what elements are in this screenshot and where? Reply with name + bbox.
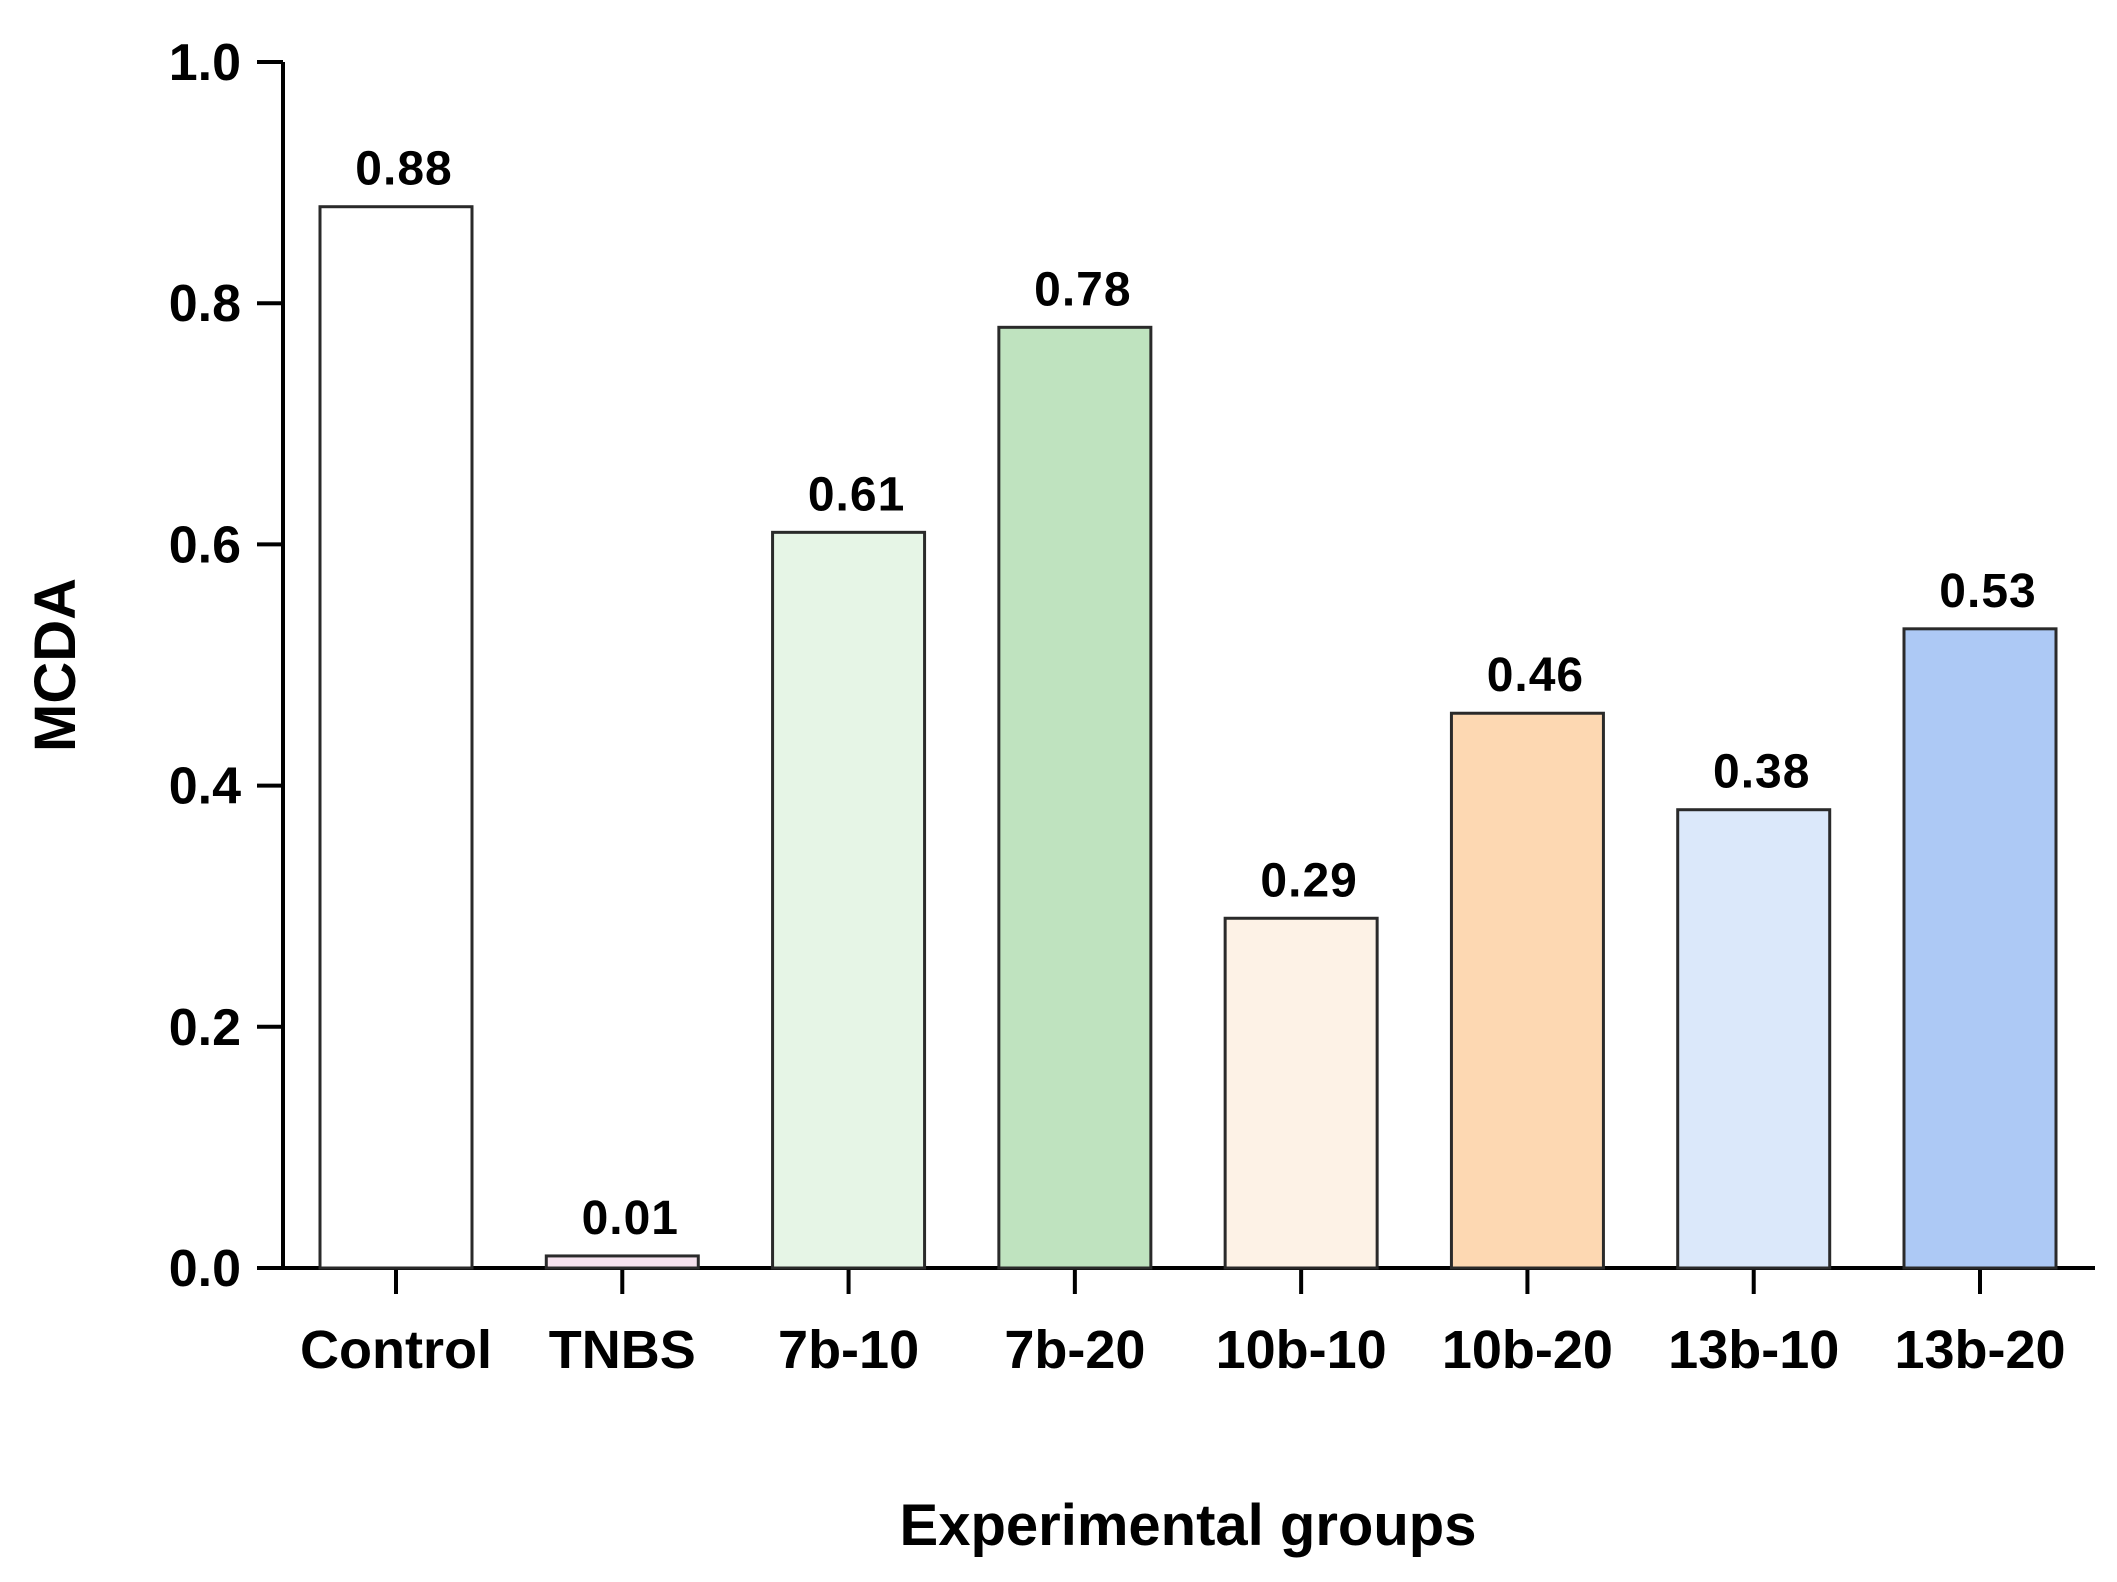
x-tick-label: 7b-10 (778, 1320, 919, 1380)
data-label: 0.53 (1939, 565, 2036, 618)
x-tick-label: 7b-20 (1004, 1320, 1145, 1380)
y-tick-label: 1.0 (169, 34, 241, 92)
bar-13b-20 (1902, 627, 2058, 1270)
y-tick-label: 0.2 (169, 999, 241, 1057)
x-tick-label: Control (300, 1320, 492, 1380)
x-tick-label: 13b-10 (1668, 1320, 1839, 1380)
data-label: 0.61 (808, 468, 905, 521)
data-label: 0.01 (582, 1192, 679, 1245)
data-label: 0.29 (1260, 854, 1357, 907)
x-tick-label: 10b-20 (1442, 1320, 1613, 1380)
bar-10b-10 (1223, 916, 1379, 1270)
y-tick-label: 0.8 (169, 275, 241, 333)
bars (318, 205, 2058, 1270)
y-tick-label: 0.6 (169, 516, 241, 574)
bar-13b-10 (1676, 808, 1832, 1270)
data-label: 0.46 (1487, 649, 1584, 702)
y-tick-label: 0.4 (169, 758, 241, 816)
labels: 0.0 0.2 0.4 0.6 0.8 1.0 Control 0.88 TNBS 0.01 7b-… (169, 34, 2066, 1380)
bar-7b-10 (771, 530, 927, 1270)
y-axis-title: MCDA (23, 578, 88, 752)
data-label: 0.78 (1034, 263, 1131, 316)
x-tick-label: 10b-10 (1216, 1320, 1387, 1380)
x-axis-title: Experimental groups (900, 1493, 1477, 1558)
bar-control (318, 205, 474, 1270)
x-tick-label: 13b-20 (1894, 1320, 2065, 1380)
bar-7b-20 (997, 325, 1153, 1270)
bar-tnbs (544, 1254, 700, 1270)
bar-10b-20 (1449, 711, 1605, 1270)
data-label: 0.88 (355, 143, 452, 196)
y-tick-label: 0.0 (169, 1240, 241, 1298)
data-label: 0.38 (1713, 746, 1810, 799)
x-tick-label: TNBS (549, 1320, 696, 1380)
